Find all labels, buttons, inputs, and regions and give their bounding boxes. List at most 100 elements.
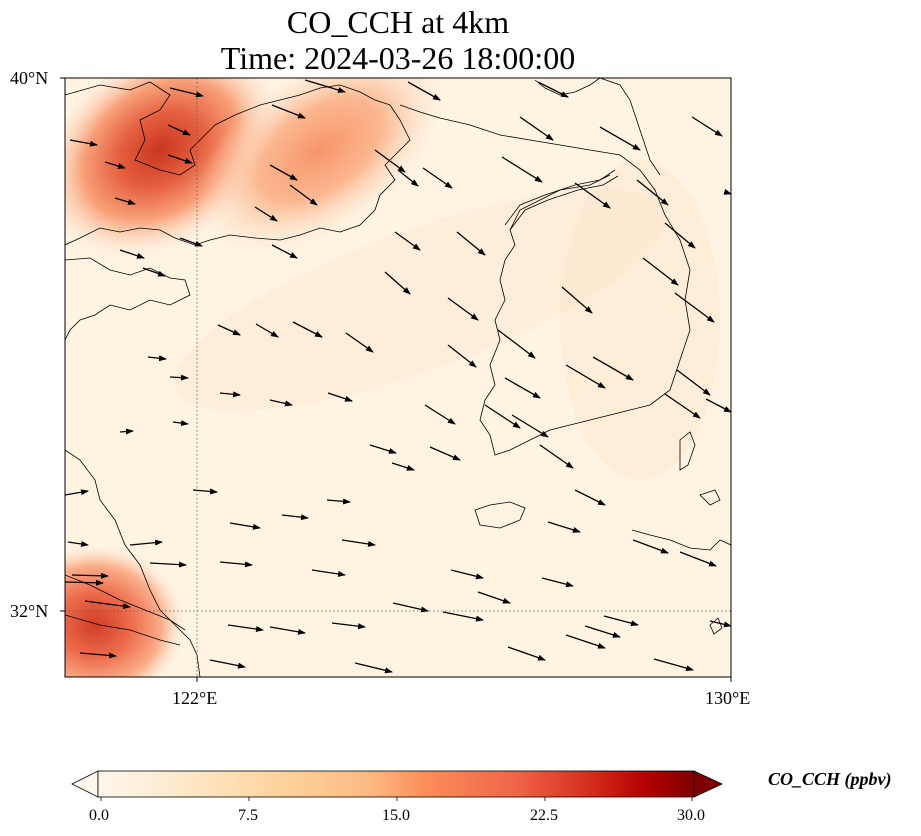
wind-arrow <box>574 489 606 506</box>
colorbar-tick-2: 15.0 <box>382 807 410 824</box>
colorbar-tick-3: 22.5 <box>530 807 558 824</box>
wind-arrow <box>119 428 134 435</box>
wind-arrow <box>271 104 306 119</box>
wind-arrow <box>114 197 136 205</box>
wind-arrow <box>653 658 694 671</box>
colorbar-tick-0: 0.0 <box>89 807 109 824</box>
lon-label-122: 122°E <box>172 688 218 708</box>
wind-arrow <box>429 446 461 461</box>
wind-arrow <box>192 488 218 495</box>
wind-arrow <box>539 444 574 469</box>
wind-arrow <box>269 164 298 181</box>
wind-arrow <box>147 355 167 362</box>
coastlines <box>65 78 731 677</box>
wind-arrow <box>179 237 203 247</box>
wind-arrow <box>507 646 546 661</box>
wind-arrow <box>326 498 351 505</box>
colorbar-gradient <box>97 770 695 798</box>
wind-arrow <box>67 540 89 547</box>
wind-arrow <box>477 591 511 604</box>
lon-label-130: 130°E <box>705 688 751 708</box>
wind-arrow <box>169 87 204 98</box>
wind-arrow <box>392 602 429 613</box>
concentration-field <box>65 78 731 677</box>
wind-arrow <box>599 126 641 151</box>
map-frame <box>64 77 732 678</box>
colorbar-extend-min <box>71 770 99 798</box>
wind-arrow <box>311 569 346 577</box>
wind-arrow <box>632 539 669 554</box>
wind-arrow <box>354 662 393 674</box>
wind-arrow <box>447 344 477 368</box>
wind-arrow <box>603 615 639 627</box>
colorbar-tick-1: 7.5 <box>238 807 258 824</box>
wind-arrow <box>565 634 606 649</box>
wind-arrow <box>119 249 145 259</box>
wind-arrow <box>705 398 731 413</box>
wind-arrow <box>281 514 309 521</box>
wind-arrow <box>167 154 193 164</box>
wind-arrow <box>511 414 549 438</box>
wind-arrow <box>129 539 163 546</box>
wind-arrow <box>65 489 89 496</box>
wind-arrow <box>71 572 109 579</box>
wind-arrow <box>424 404 456 425</box>
wind-arrow <box>327 392 353 402</box>
wind-arrow <box>394 231 421 251</box>
colorbar-extend-max <box>693 770 723 798</box>
wind-arrow <box>269 626 306 635</box>
wind-arrow <box>219 561 253 568</box>
wind-arrow <box>664 393 701 419</box>
wind-arrow <box>407 81 441 101</box>
wind-arrow <box>501 156 543 183</box>
wind-arrow <box>345 332 374 353</box>
wind-arrow <box>636 179 669 206</box>
wind-arrow <box>269 399 293 407</box>
wind-arrow <box>664 222 696 249</box>
wind-arrow <box>217 324 241 336</box>
wind-arrow <box>292 321 323 338</box>
wind-arrow <box>167 124 191 136</box>
title-line-2: Time: 2024-03-26 18:00:00 <box>220 40 576 76</box>
wind-arrow <box>142 267 166 277</box>
wind-vectors <box>65 79 731 674</box>
wind-arrow <box>497 329 536 359</box>
title-line-1: CO_CCH at 4km <box>286 4 510 40</box>
colorbar-label: CO_CCH (ppbv) <box>768 769 892 789</box>
wind-arrow <box>79 652 117 659</box>
wind-arrow <box>484 404 521 429</box>
wind-arrow <box>229 522 261 530</box>
wind-arrow <box>537 81 569 98</box>
wind-arrow <box>304 79 346 93</box>
wind-arrow <box>374 149 406 173</box>
wind-arrow <box>289 184 318 206</box>
wind-arrow <box>447 297 479 321</box>
colorbar-tick-4: 30.0 <box>677 807 705 824</box>
wind-arrow <box>676 369 711 396</box>
wind-arrow <box>384 271 411 295</box>
wind-arrow <box>69 139 98 147</box>
wind-arrow <box>255 323 279 338</box>
wind-arrow <box>227 624 264 632</box>
wind-arrow <box>709 620 731 628</box>
wind-arrow <box>172 420 189 427</box>
wind-arrow <box>422 167 453 189</box>
wind-arrow <box>369 444 397 454</box>
wind-arrow <box>541 577 574 588</box>
wind-arrow <box>674 292 715 323</box>
wind-arrow <box>271 244 298 259</box>
gridlines <box>65 78 731 677</box>
wind-arrow <box>391 462 415 471</box>
wind-arrow <box>65 579 104 586</box>
wind-arrow <box>519 116 554 141</box>
wind-arrow <box>584 625 621 638</box>
wind-arrow <box>561 286 593 314</box>
wind-arrow <box>209 659 246 669</box>
wind-arrow <box>442 611 484 622</box>
wind-arrow <box>679 551 717 567</box>
wind-arrow <box>331 622 366 630</box>
colorbar <box>71 770 723 801</box>
lat-label-40: 40°N <box>10 68 49 88</box>
wind-arrow <box>642 257 679 286</box>
